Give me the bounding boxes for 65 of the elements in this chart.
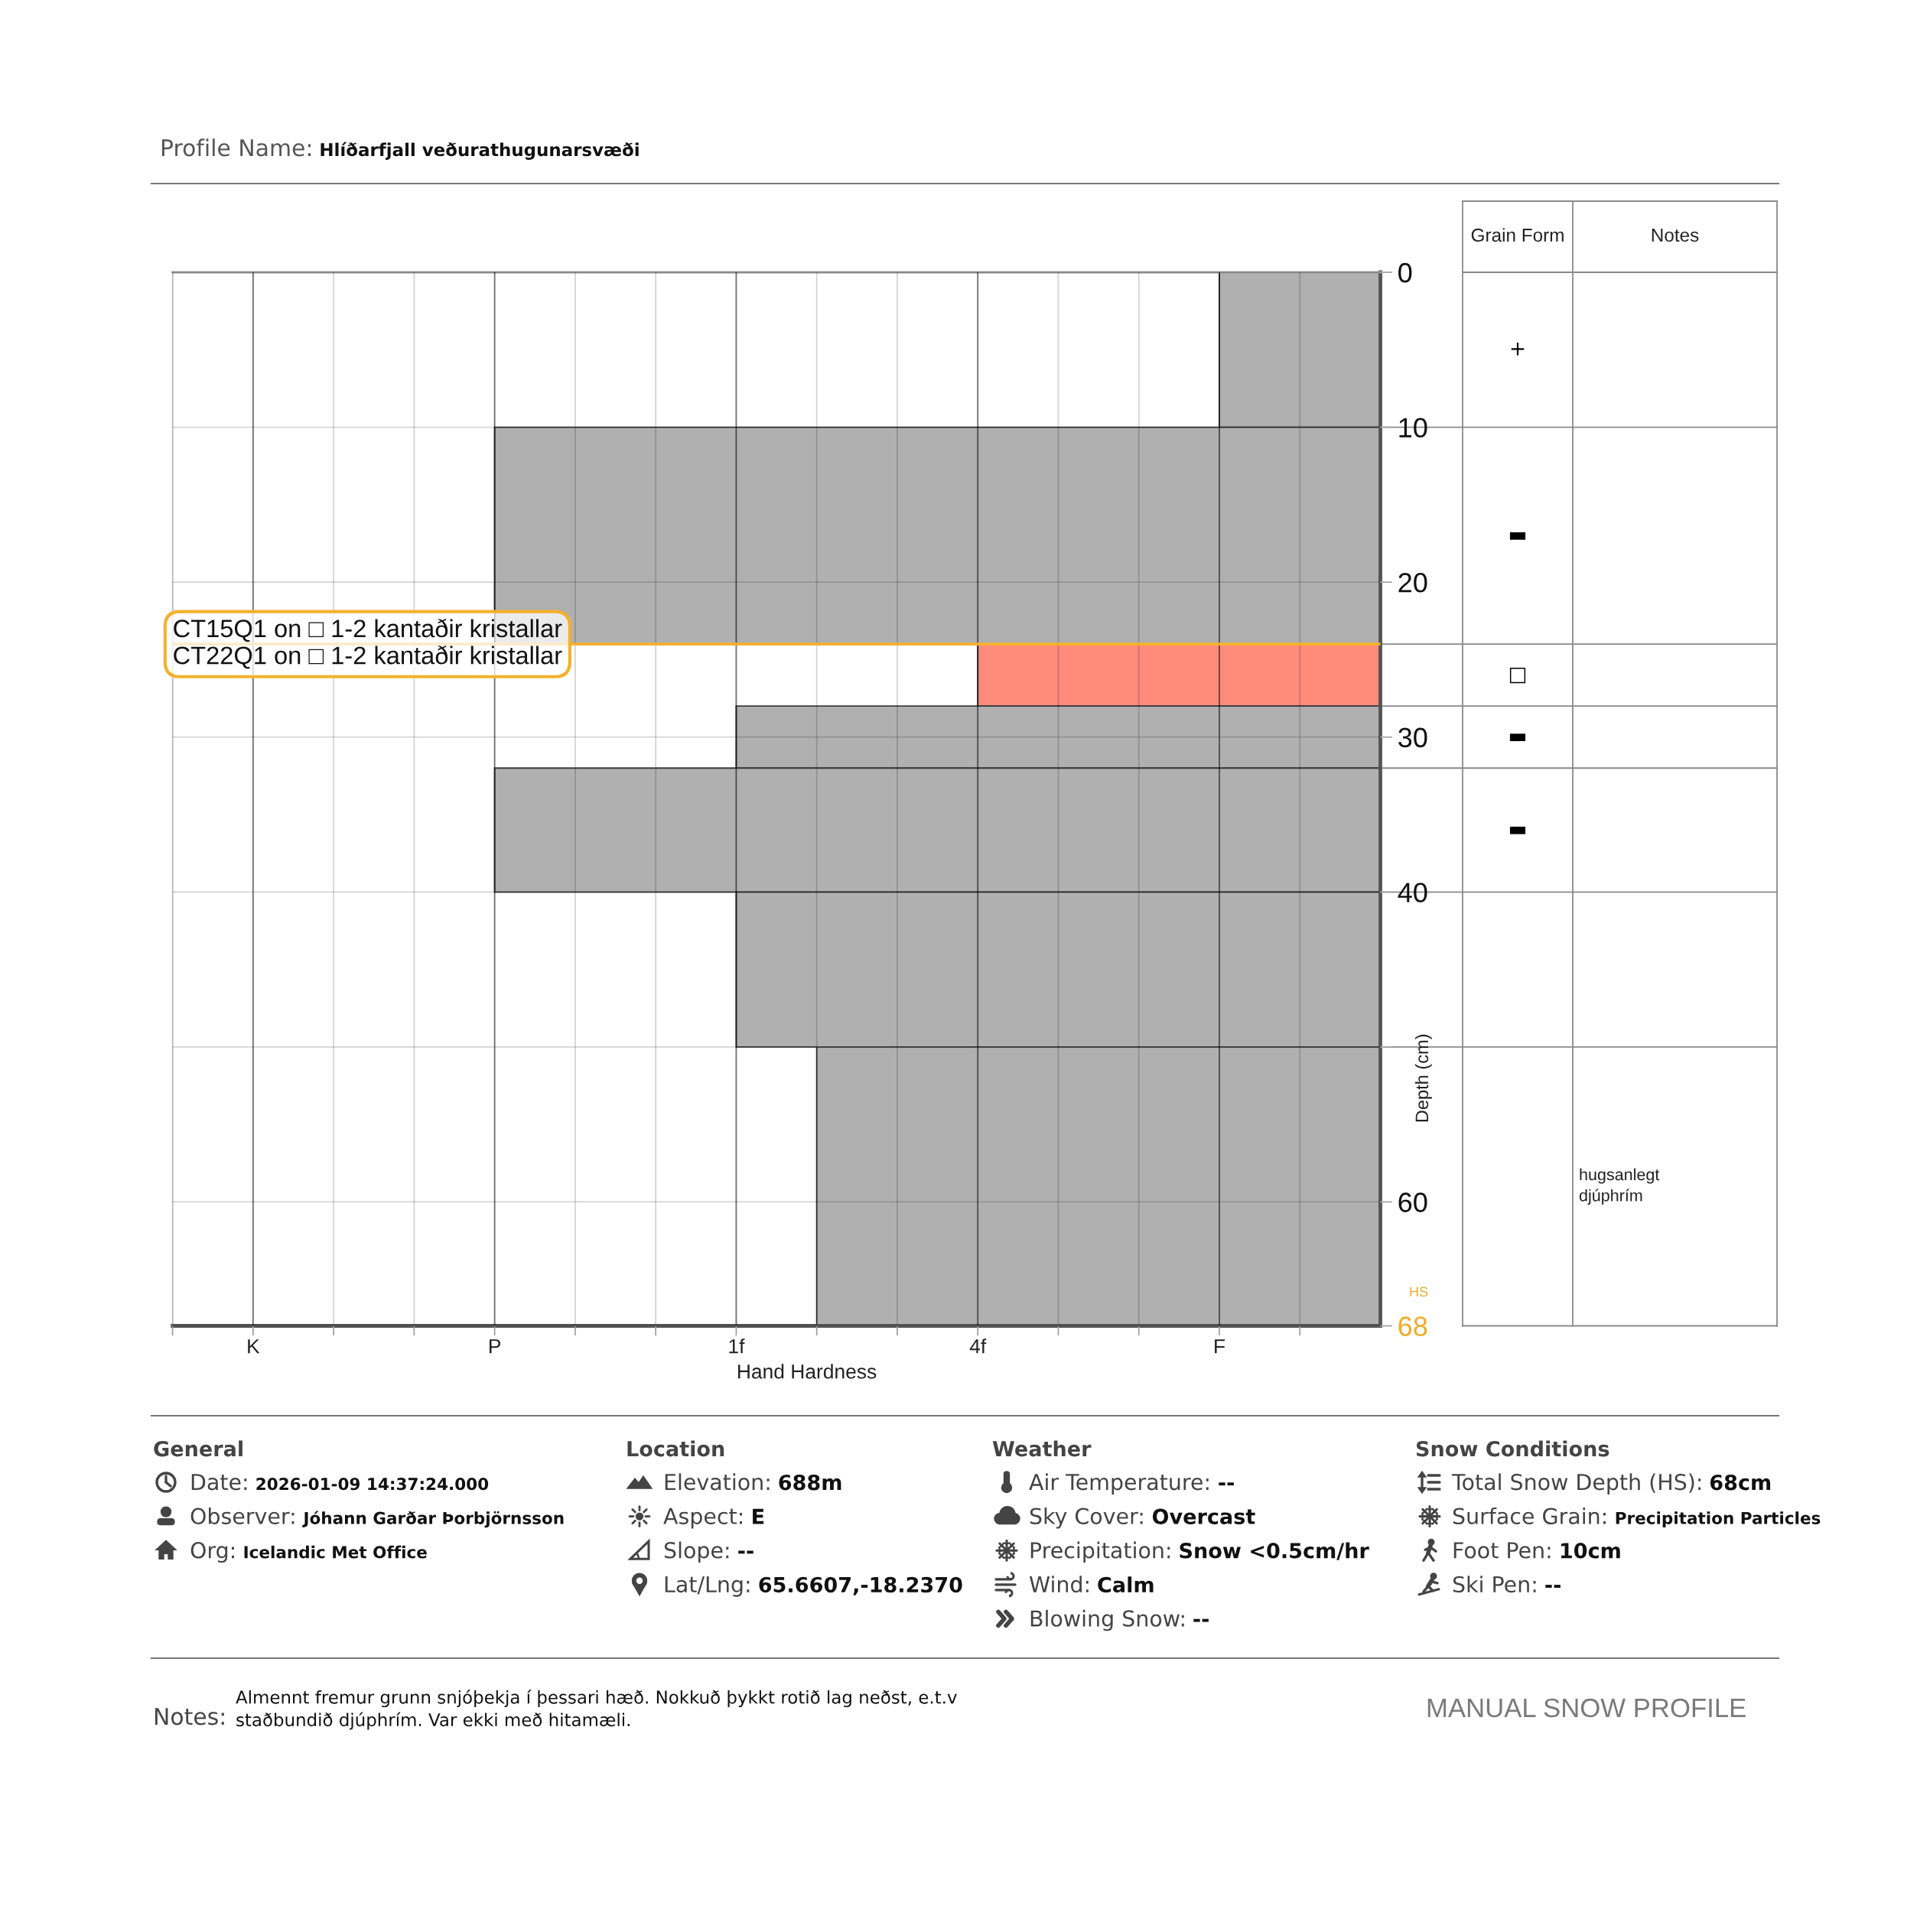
- text: HS: [1410, 1286, 1428, 1297]
- text: Observer:: [190, 1507, 295, 1524]
- x-tick-label: F: [1215, 1339, 1225, 1354]
- y-tick-label: 0: [1398, 262, 1412, 283]
- text: Foot Pen:: [1453, 1542, 1551, 1559]
- x-tick-label: 4f: [969, 1338, 987, 1354]
- text: Hlíðarfjall veðurathugunarsvæði: [321, 141, 639, 160]
- text: Almennt fremur grunn snjóþekja í þessari hæð. Nokkuð þykkt rotið lag neðst, e.t.v staðbundið djúphrím. Var ekki með hitamæli.: [236, 1690, 957, 1730]
- text: E: [753, 1508, 764, 1524]
- text: +: [1511, 343, 1525, 356]
- y-axis-title: Depth (cm): [1414, 1034, 1432, 1122]
- text: Jóhann Garðar Þorbjörnsson: [302, 1511, 564, 1528]
- text: ▬: [1509, 733, 1526, 742]
- text: Icelandic Met Office: [244, 1545, 427, 1559]
- text: --: [738, 1550, 753, 1554]
- text: ▬: [1509, 826, 1526, 834]
- text: Aspect:: [663, 1508, 742, 1529]
- text: Elevation:: [665, 1473, 770, 1491]
- text: Surface Grain:: [1453, 1507, 1606, 1524]
- y-tick-label: 20: [1398, 573, 1427, 593]
- text: MANUAL SNOW PROFILE: [1427, 1698, 1746, 1718]
- text: Lat/Lng:: [665, 1576, 750, 1597]
- text: Precipitation Particles: [1616, 1511, 1821, 1528]
- text: 68cm: [1710, 1474, 1771, 1491]
- x-tick-label: K: [248, 1339, 260, 1354]
- text: Org:: [190, 1542, 234, 1563]
- text: General: [154, 1440, 242, 1457]
- text: Blowing Snow:: [1030, 1609, 1184, 1631]
- text: 688m: [779, 1474, 841, 1491]
- text: Notes:: [155, 1708, 224, 1725]
- text: 65.6607,-18.2370: [759, 1576, 962, 1595]
- text: Date:: [191, 1474, 247, 1491]
- text: 10cm: [1561, 1543, 1620, 1559]
- text: Sky Cover:: [1030, 1507, 1143, 1529]
- text: Profile Name:: [161, 138, 311, 157]
- text: Calm: [1098, 1576, 1154, 1593]
- text: □: [1509, 668, 1526, 684]
- text: Grain Form: [1471, 228, 1564, 242]
- text: 2026-01-09 14:37:24.000: [256, 1478, 489, 1491]
- text: Slope:: [664, 1541, 729, 1563]
- text: Location: [627, 1440, 724, 1457]
- text: Wind:: [1029, 1576, 1089, 1593]
- text: Snow <0.5cm/hr: [1180, 1542, 1369, 1560]
- x-axis-title: Hand Hardness: [738, 1364, 877, 1379]
- text: ▬: [1509, 532, 1526, 540]
- ref-line-label: CT15Q1 on □ 1-2 kantaðir kristallar CT22Q1 on □ 1-2 kantaðir kristallar: [174, 618, 562, 669]
- text: Overcast: [1152, 1508, 1255, 1524]
- text: --: [1219, 1482, 1234, 1486]
- y-tick-label: 60: [1398, 1192, 1427, 1212]
- y-tick-label: 40: [1398, 883, 1427, 903]
- x-tick-label: P: [490, 1339, 501, 1354]
- x-tick-label: 1f: [729, 1338, 745, 1354]
- text: Air Temperature:: [1029, 1473, 1209, 1495]
- text: Ski Pen:: [1453, 1576, 1536, 1593]
- text: --: [1193, 1618, 1209, 1622]
- y-tick-label: 68: [1398, 1316, 1427, 1336]
- y-tick-label: 30: [1398, 727, 1427, 748]
- text: Precipitation:: [1030, 1541, 1170, 1563]
- text: --: [1545, 1585, 1561, 1588]
- text: Total Snow Depth (HS):: [1451, 1473, 1701, 1495]
- text: Weather: [992, 1440, 1092, 1457]
- text: hugsanlegt djúphrím: [1579, 1168, 1660, 1205]
- y-tick-label: 10: [1399, 418, 1427, 438]
- text: Snow Conditions: [1416, 1440, 1609, 1457]
- text: Notes: [1652, 229, 1699, 242]
